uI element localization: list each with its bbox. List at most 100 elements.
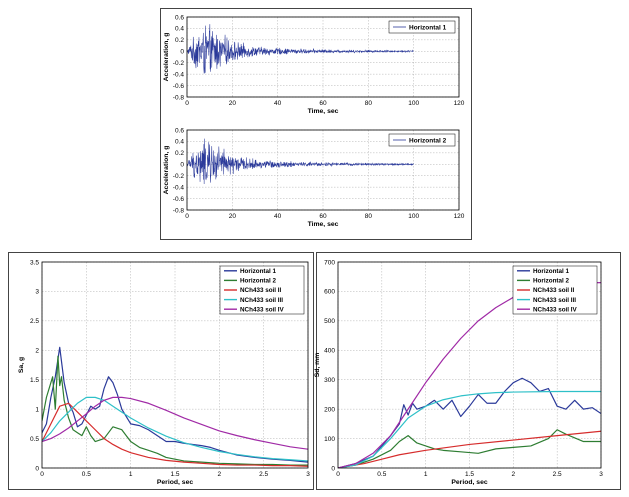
- chart-acc2-group: 0 20 40 60 80 100 120 -0.8 -0.6 -0.4 -0.2 0 0.2 0.4 0.…: [163, 127, 465, 228]
- x-tick-label: 2.5: [259, 471, 268, 478]
- x-tick-label: 120: [454, 100, 465, 107]
- legend-box: [388, 20, 456, 34]
- axes-frame: [337, 261, 602, 469]
- legend-label-nch433-soil-ii: NCh433 soil II: [240, 287, 282, 294]
- legend: Horizontal 1 Horizontal 2 NCh433 soil II NC…: [219, 265, 305, 315]
- y-tick-label: 0: [180, 49, 184, 56]
- x-tick-label: 1.5: [465, 471, 474, 478]
- x-tick-label: 80: [365, 213, 373, 220]
- legend-label-horizontal-2: Horizontal 2: [240, 278, 277, 285]
- series-line-horizontal-1: [42, 346, 308, 463]
- series-line-nch433-soil-iv: [42, 396, 308, 450]
- series-line-nch433-soil-iii: [338, 390, 601, 468]
- y-tick-label: 3: [35, 289, 39, 296]
- legend-label-nch433-soil-iv: NCh433 soil IV: [240, 306, 285, 313]
- x-tick-label: 0: [185, 100, 189, 107]
- x-tick-label: 3: [599, 471, 603, 478]
- series-line-nch433-soil-ii: [42, 402, 308, 467]
- y-tick-label: 0.5: [30, 436, 39, 443]
- y-tick-label: 0.4: [175, 26, 184, 33]
- y-axis-label: Acceleration, g: [163, 146, 170, 195]
- y-tick-label: 0: [35, 465, 39, 472]
- x-tick-label: 60: [319, 100, 327, 107]
- x-tick-label: 80: [365, 100, 373, 107]
- legend-box: [388, 133, 456, 147]
- y-tick-label: 0.6: [175, 14, 184, 21]
- series-group: [187, 138, 414, 184]
- legend: Horizontal 2: [388, 133, 456, 147]
- y-tick-label: -0.4: [173, 71, 185, 78]
- series-group: [187, 24, 414, 74]
- x-axis-label: Period, sec: [157, 479, 193, 486]
- y-tick-label: 0: [331, 465, 335, 472]
- y-tick-label: -0.6: [173, 196, 185, 203]
- y-tick-label: 400: [324, 348, 335, 355]
- series-line-horizontal-1: [338, 377, 601, 468]
- x-tick-label: 60: [319, 213, 327, 220]
- y-tick-label: 0.4: [175, 139, 184, 146]
- y-tick-label: 0.2: [175, 150, 184, 157]
- y-tick-label: 500: [324, 318, 335, 325]
- legend-label-nch433-soil-iii: NCh433 soil III: [533, 297, 576, 304]
- y-axis-label: Sa, g: [18, 357, 25, 373]
- x-tick-label: 1: [129, 471, 133, 478]
- legend-label-horizontal-2: Horizontal 2: [409, 137, 447, 144]
- x-axis-label: Period, sec: [451, 479, 487, 486]
- series-line-nch433-soil-ii: [338, 430, 601, 468]
- x-tick-label: 2.5: [553, 471, 562, 478]
- y-tick-label: 0.2: [175, 37, 184, 44]
- x-tick-label: 40: [274, 213, 282, 220]
- x-axis-label: Time, sec: [308, 221, 339, 228]
- x-tick-label: 120: [454, 213, 465, 220]
- x-tick-label: 2: [218, 471, 222, 478]
- y-tick-label: 1.5: [30, 377, 39, 384]
- y-tick-label: 300: [324, 377, 335, 384]
- y-axis-label: Acceleration, g: [163, 33, 170, 82]
- x-tick-label: 0: [336, 471, 340, 478]
- x-tick-label: 20: [229, 100, 237, 107]
- y-tick-label: 2: [35, 348, 39, 355]
- y-tick-label: -0.2: [173, 60, 185, 67]
- y-tick-label: 600: [324, 289, 335, 296]
- legend-label-nch433-soil-iv: NCh433 soil IV: [533, 306, 578, 313]
- chart-acc1-group: 0 20 40 60 80 100 120 -0.8 -0.6 -0.4 -0.2 0 0.2 0.4 0.…: [163, 14, 465, 115]
- legend: Horizontal 1: [388, 20, 456, 34]
- x-tick-label: 100: [408, 100, 419, 107]
- y-tick-label: 0.6: [175, 127, 184, 134]
- legend-label-nch433-soil-ii: NCh433 soil II: [533, 287, 575, 294]
- x-axis-label: Time, sec: [308, 108, 339, 115]
- chart-sa-group: 0 0.5 1 1.5 2 2.5 3 0 0.5 1 1.5 2 2.5 3 3.5 Period, sec…: [18, 259, 310, 486]
- x-tick-label: 100: [408, 213, 419, 220]
- y-tick-label: 200: [324, 406, 335, 413]
- chart-sd-group: 0 0.5 1 1.5 2 2.5 3 0 100 200 300 400 500 600 700 Perio…: [314, 259, 603, 486]
- y-tick-label: 100: [324, 436, 335, 443]
- series-group: [42, 346, 308, 467]
- x-tick-label: 1: [424, 471, 428, 478]
- series-line-horizontal-2: [338, 429, 601, 468]
- y-tick-label: 0: [180, 162, 184, 169]
- x-tick-label: 0: [40, 471, 44, 478]
- y-tick-label: -0.6: [173, 83, 185, 90]
- x-tick-label: 3: [306, 471, 310, 478]
- axes-frame: [186, 16, 460, 98]
- legend-label-horizontal-2: Horizontal 2: [533, 278, 570, 285]
- axes-frame: [41, 261, 309, 469]
- legend-label-horizontal-1: Horizontal 1: [533, 268, 570, 275]
- x-tick-label: 0.5: [82, 471, 91, 478]
- series-line-horizontal-2: [187, 138, 414, 184]
- x-tick-label: 0: [185, 213, 189, 220]
- y-tick-label: -0.2: [173, 173, 185, 180]
- axes-frame: [186, 129, 460, 211]
- y-tick-label: 1: [35, 406, 39, 413]
- series-line-horizontal-1: [187, 24, 414, 74]
- y-axis-label: Sd, mm: [314, 353, 321, 378]
- series-line-nch433-soil-iii: [42, 396, 308, 462]
- x-tick-label: 2: [512, 471, 516, 478]
- y-tick-label: 3.5: [30, 259, 39, 266]
- y-tick-label: -0.4: [173, 184, 185, 191]
- legend-label-horizontal-1: Horizontal 1: [409, 24, 447, 31]
